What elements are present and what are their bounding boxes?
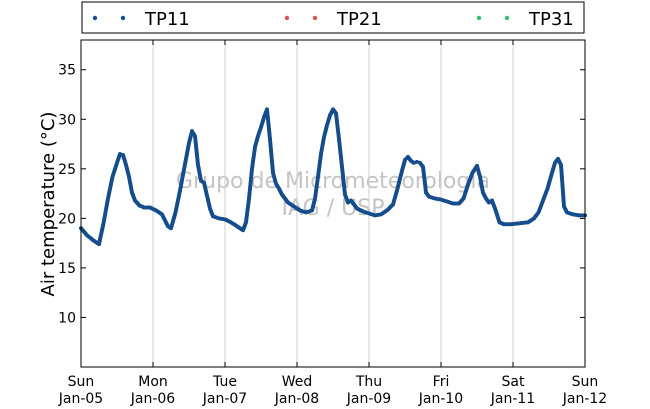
y-tick-label: 25 [58,162,76,178]
x-axis: SunJan-05MonJan-06TueJan-07WedJan-08ThuJ… [58,40,607,407]
x-tick-label-day: Mon [138,374,168,390]
x-tick-label-date: Jan-07 [202,391,247,407]
data-points [79,107,587,247]
x-tick-label-date: Jan-09 [346,391,391,407]
y-tick-label: 15 [58,261,76,277]
x-tick-label-day: Sun [68,374,95,390]
x-tick-label-day: Fri [433,374,450,390]
watermark-line-1: Grupo de Micrometeorologia [176,169,490,194]
legend-box [81,1,585,34]
legend-marker [92,15,98,21]
data-point [412,160,416,165]
x-tick-label-date: Jan-12 [562,391,607,407]
x-tick-label-date: Jan-11 [490,391,535,407]
legend-marker [504,15,510,21]
y-tick-label: 35 [58,63,76,79]
x-tick-label-date: Jan-06 [130,391,176,407]
x-tick-label-day: Thu [355,374,382,390]
x-tick-label-date: Jan-05 [58,391,103,407]
legend: TP11 TP21 TP31 [81,1,585,34]
y-tick-label: 10 [58,310,76,326]
y-axis-label: Air temperature (°C) [38,112,59,297]
x-tick-label-day: Sat [502,374,525,390]
legend-marker [476,15,482,21]
data-point [415,159,419,164]
y-tick-label: 20 [58,211,76,227]
plot-frame [80,39,586,368]
x-tick-label-date: Jan-08 [274,391,319,407]
x-tick-label-date: Jan-10 [418,391,463,407]
data-point [118,151,122,156]
x-tick-label-day: Tue [212,374,237,390]
legend-marker [312,15,318,21]
y-tick-label: 30 [58,112,76,128]
legend-marker [284,15,290,21]
legend-label: TP21 [336,9,382,30]
watermark: Grupo de Micrometeorologia IAG / USP [176,169,490,221]
x-tick-label-day: Sun [572,374,599,390]
x-tick-label-day: Wed [282,374,313,390]
legend-marker [120,15,126,21]
legend-label: TP31 [528,9,574,30]
grid-lines [152,40,514,367]
y-axis: 10 15 20 25 30 35 [58,63,585,326]
legend-label: TP11 [144,9,190,30]
